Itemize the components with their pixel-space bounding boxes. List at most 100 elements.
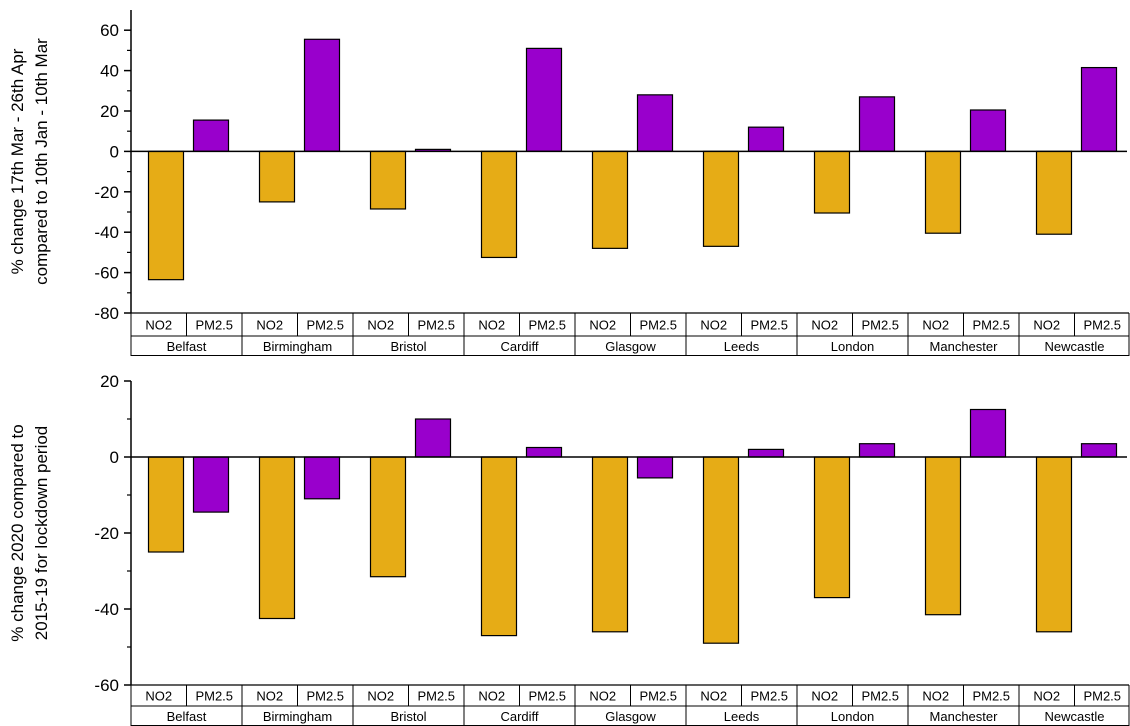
- category-label: NO2: [367, 689, 394, 704]
- category-label: PM2.5: [750, 689, 788, 704]
- bar-bristol-pm25: [414, 418, 452, 458]
- bar-birmingham-pm25: [303, 38, 341, 153]
- bar-belfast-pm25: [192, 456, 230, 513]
- bar-glasgow-pm25: [636, 456, 674, 479]
- category-label: NO2: [367, 318, 394, 333]
- chart-panel-1: -80 -60 -40 -20 0 20 40 60 NO2 PM2.5 Belfast NO2 PM2…: [8, 10, 1130, 356]
- category-label: PM2.5: [639, 689, 677, 704]
- category-table: NO2 PM2.5 Belfast NO2 PM2.5 Birmingham NO2 PM2.…: [130, 684, 1130, 726]
- category-label: NO2: [478, 318, 505, 333]
- category-label: NO2: [700, 689, 727, 704]
- bar-newcastle-pm25: [1080, 443, 1118, 458]
- group-label-london: London: [831, 709, 874, 724]
- bar-cardiff-pm25: [525, 47, 563, 152]
- category-label: NO2: [256, 689, 283, 704]
- category-label: PM2.5: [306, 689, 344, 704]
- category-label: NO2: [922, 318, 949, 333]
- category-label: NO2: [1033, 689, 1060, 704]
- bar-glasgow-no2: [591, 456, 629, 633]
- y-tick-label: 60: [100, 21, 119, 40]
- bar-birmingham-no2: [258, 150, 296, 203]
- category-label: NO2: [1033, 318, 1060, 333]
- group-label-manchester: Manchester: [930, 709, 999, 724]
- group-label-leeds: Leeds: [724, 339, 760, 354]
- category-label: NO2: [811, 318, 838, 333]
- group-label-newcastle: Newcastle: [1045, 339, 1105, 354]
- bar-newcastle-no2: [1035, 456, 1073, 633]
- category-label: NO2: [589, 689, 616, 704]
- group-label-bristol: Bristol: [390, 339, 426, 354]
- bar-bristol-no2: [369, 150, 407, 210]
- category-label: PM2.5: [528, 318, 566, 333]
- y-tick-label: -60: [94, 676, 119, 695]
- y-tick-label: 0: [110, 142, 119, 161]
- category-label: PM2.5: [306, 318, 344, 333]
- bar-leeds-pm25: [747, 448, 785, 458]
- y-tick-label: -20: [94, 183, 119, 202]
- category-table: NO2 PM2.5 Belfast NO2 PM2.5 Birmingham NO2 PM2.…: [130, 312, 1130, 356]
- y-tick-label: -40: [94, 223, 119, 242]
- bar-london-no2: [813, 456, 851, 599]
- y-axis-label-line-2: 2015-19 for lockdown period: [32, 426, 51, 641]
- y-tick-label: 40: [100, 62, 119, 81]
- bar-belfast-no2: [147, 456, 185, 553]
- bar-birmingham-no2: [258, 456, 296, 620]
- category-label: PM2.5: [1083, 689, 1121, 704]
- chart-panel-2: -60 -40 -20 0 20 NO2 PM2.5 Belfast NO2 PM2.5 Birmi…: [8, 372, 1130, 726]
- category-label: PM2.5: [417, 318, 455, 333]
- bar-leeds-no2: [702, 150, 740, 247]
- bar-manchester-pm25: [969, 408, 1007, 458]
- bar-london-pm25: [858, 443, 896, 458]
- bar-manchester-no2: [924, 150, 962, 234]
- group-label-belfast: Belfast: [167, 339, 207, 354]
- category-label: NO2: [922, 689, 949, 704]
- y-tick-label: 20: [100, 372, 119, 391]
- y-tick-label: -80: [94, 304, 119, 323]
- category-label: PM2.5: [972, 318, 1010, 333]
- group-label-cardiff: Cardiff: [500, 339, 538, 354]
- group-label-bristol: Bristol: [390, 709, 426, 724]
- category-label: PM2.5: [639, 318, 677, 333]
- category-label: PM2.5: [861, 318, 899, 333]
- bar-belfast-no2: [147, 150, 185, 281]
- bar-manchester-no2: [924, 456, 962, 616]
- y-axis-label-line-1: % change 2020 compared to: [8, 424, 27, 641]
- category-label: NO2: [478, 689, 505, 704]
- bar-glasgow-pm25: [636, 94, 674, 152]
- bar-cardiff-no2: [480, 456, 518, 637]
- category-label: PM2.5: [972, 689, 1010, 704]
- bar-london-no2: [813, 150, 851, 214]
- category-label: PM2.5: [528, 689, 566, 704]
- category-label: NO2: [256, 318, 283, 333]
- category-label: PM2.5: [1083, 318, 1121, 333]
- bar-newcastle-pm25: [1080, 66, 1118, 153]
- bar-newcastle-no2: [1035, 150, 1073, 235]
- group-label-london: London: [831, 339, 874, 354]
- group-label-cardiff: Cardiff: [500, 709, 538, 724]
- bar-leeds-no2: [702, 456, 740, 644]
- category-label: PM2.5: [750, 318, 788, 333]
- y-axis-label-line-1: % change 17th Mar - 26th Apr: [8, 48, 27, 274]
- bar-belfast-pm25: [192, 119, 230, 152]
- bar-cardiff-pm25: [525, 446, 563, 458]
- category-label: NO2: [589, 318, 616, 333]
- y-tick-label: -60: [94, 264, 119, 283]
- bar-bristol-no2: [369, 456, 407, 578]
- group-label-birmingham: Birmingham: [263, 339, 332, 354]
- y-axis-label-line-2: compared to 10th Jan - 10th Mar: [32, 38, 51, 285]
- category-label: NO2: [700, 318, 727, 333]
- category-label: PM2.5: [195, 689, 233, 704]
- category-label: NO2: [145, 689, 172, 704]
- category-label: NO2: [811, 689, 838, 704]
- y-tick-label: -20: [94, 524, 119, 543]
- category-label: PM2.5: [195, 318, 233, 333]
- group-label-leeds: Leeds: [724, 709, 760, 724]
- y-tick-label: 0: [110, 448, 119, 467]
- group-label-glasgow: Glasgow: [605, 709, 656, 724]
- category-label: PM2.5: [417, 689, 455, 704]
- bar-manchester-pm25: [969, 109, 1007, 152]
- group-label-belfast: Belfast: [167, 709, 207, 724]
- group-label-glasgow: Glasgow: [605, 339, 656, 354]
